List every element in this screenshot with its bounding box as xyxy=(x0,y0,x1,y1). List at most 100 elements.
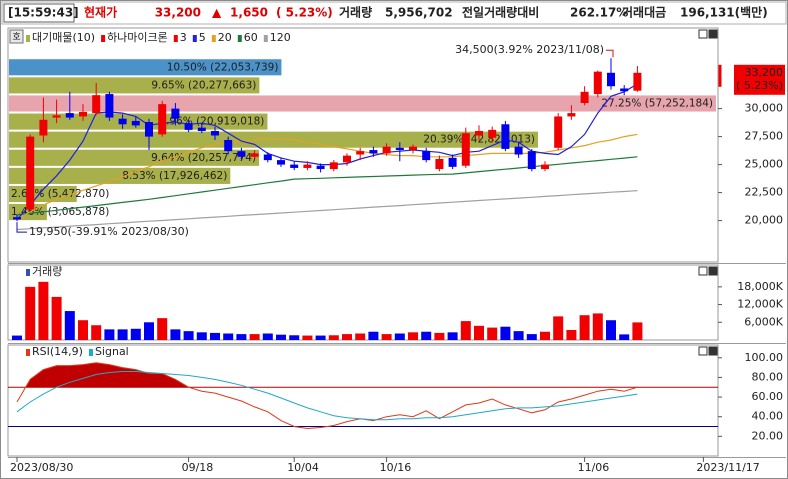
volume-profile-bar xyxy=(9,149,260,166)
y-tick-label: 20.00 xyxy=(752,429,784,442)
candle-body xyxy=(593,71,602,95)
legend-label: 대기매물(10) xyxy=(32,31,95,44)
volume-bar xyxy=(210,332,220,340)
ratio: 262.17% xyxy=(570,6,628,20)
legend-label: 120 xyxy=(270,31,291,44)
volume-bar xyxy=(540,331,550,340)
volume-bar xyxy=(566,329,577,340)
panel-buttons[interactable] xyxy=(698,29,718,356)
candle-body xyxy=(620,88,629,92)
volume-bar xyxy=(526,334,537,340)
panel-button[interactable] xyxy=(698,346,708,356)
candle-body xyxy=(633,72,642,91)
volume-bar xyxy=(315,335,326,340)
legend-swatch xyxy=(173,35,178,42)
candle-body xyxy=(211,131,219,136)
legend-swatch xyxy=(211,35,216,42)
legend-swatch xyxy=(26,349,30,356)
volume-bar xyxy=(500,326,511,340)
y-tick-label: 40.00 xyxy=(752,410,784,423)
panel-button[interactable] xyxy=(698,29,708,39)
candle-body xyxy=(356,151,365,155)
legend-swatch xyxy=(101,35,106,42)
panel-button[interactable] xyxy=(698,266,708,276)
candle-body xyxy=(303,164,312,168)
volume-bar xyxy=(130,328,141,340)
button-frame[interactable] xyxy=(9,29,24,44)
annotation: 34,500(3.92% 2023/11/08) xyxy=(455,43,604,56)
candle-body xyxy=(329,162,338,170)
volume-bar xyxy=(144,322,154,340)
volume-bar xyxy=(249,334,260,340)
y-tick-label: 20,000 xyxy=(745,214,784,227)
candle-body xyxy=(343,155,351,163)
indicator-line xyxy=(16,371,638,421)
volume-bar xyxy=(355,333,366,340)
volume-label: 거래량 xyxy=(339,5,372,20)
volume-bar xyxy=(196,332,207,340)
candle-body xyxy=(13,217,21,220)
candle-body xyxy=(607,72,615,87)
volume-bar xyxy=(104,329,115,340)
candle-body xyxy=(382,146,391,154)
volume-profile-label: 9.65% (20,277,663) xyxy=(151,79,256,91)
candle-body xyxy=(527,151,536,170)
x-tick-label: 09/18 xyxy=(182,461,214,474)
volume-bar xyxy=(513,331,524,340)
volume-bar xyxy=(447,332,458,340)
volume-profile-bar xyxy=(9,167,231,184)
volume-bar xyxy=(117,329,128,340)
volume-profile-bar xyxy=(9,131,539,148)
y-tick-label: 30,000 xyxy=(745,102,784,115)
current-price-box xyxy=(734,64,785,95)
candle-body xyxy=(145,122,153,137)
price: 33,200 xyxy=(155,6,201,20)
candle-body xyxy=(158,104,167,135)
legend-label: 60 xyxy=(244,31,258,44)
candle-body xyxy=(567,113,576,117)
volume: 5,956,702 xyxy=(385,6,453,20)
hoga-button[interactable]: 호 xyxy=(9,29,24,44)
volume-profile-label: 10.50% (22,053,739) xyxy=(167,61,279,73)
current-change: ( 5.23%) xyxy=(736,79,783,92)
candle-body xyxy=(224,139,233,152)
volume-bar xyxy=(38,281,49,340)
legend-swatch xyxy=(26,35,30,42)
time-box xyxy=(3,3,75,23)
candle-body xyxy=(514,146,523,155)
volume-bar xyxy=(302,335,313,340)
volume-bar xyxy=(434,332,445,340)
x-tick-label: 10/16 xyxy=(380,461,412,474)
volume-bar xyxy=(592,313,603,340)
volume-profile-label: 1.46% (3,065,878) xyxy=(11,206,109,218)
x-tick-label: 2023/11/17 xyxy=(696,461,759,474)
volume-bar xyxy=(606,320,616,340)
panel-button[interactable] xyxy=(708,266,718,276)
x-tick-label: 10/04 xyxy=(287,461,319,474)
panel-button[interactable] xyxy=(708,29,718,39)
candle-body xyxy=(369,150,378,154)
y-tick-label: 22,500 xyxy=(745,186,784,199)
volume-profile-bar xyxy=(9,95,716,112)
volume-bar xyxy=(223,333,234,340)
volume-profile-label: 9.64% (20,257,774) xyxy=(151,152,256,164)
candle-body xyxy=(92,95,101,114)
legend-swatch xyxy=(26,269,30,276)
candle-body xyxy=(448,157,457,167)
candle-body xyxy=(316,165,325,170)
moving-average-line xyxy=(16,190,638,231)
button-label[interactable]: 호 xyxy=(12,32,20,43)
volume-bar xyxy=(25,286,36,340)
volume-bar xyxy=(487,327,498,340)
legend-label: Signal xyxy=(95,345,129,358)
panel-button[interactable] xyxy=(708,346,718,356)
legend-label: 하나마이크론 xyxy=(107,30,168,44)
volume-profile-bar xyxy=(9,77,260,94)
annotation: 19,950(-39.91% 2023/08/30) xyxy=(29,225,189,238)
candle-body xyxy=(475,131,483,136)
legend-swatch xyxy=(88,349,93,356)
volume-bar xyxy=(78,320,88,340)
legend-label: 20 xyxy=(218,31,232,44)
volume-bar xyxy=(262,333,273,340)
volume-bar xyxy=(276,334,286,340)
